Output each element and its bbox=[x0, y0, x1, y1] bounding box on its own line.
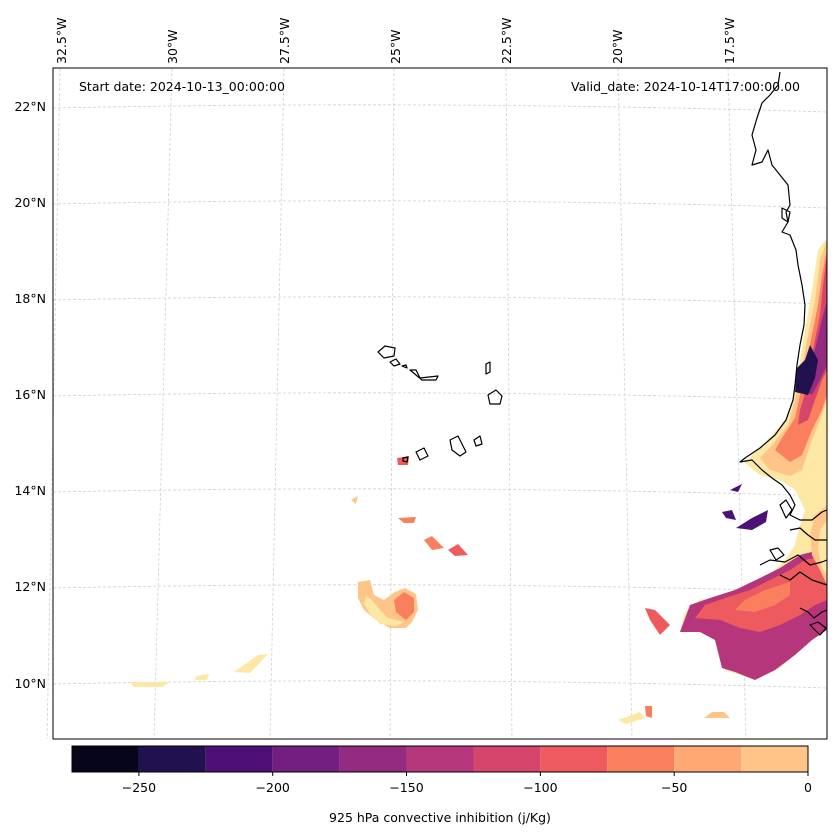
colorbar-tick-label: −50 bbox=[661, 780, 687, 795]
start-date-label: Start date: 2024-10-13_00:00:00 bbox=[79, 79, 285, 94]
island-sal bbox=[485, 361, 491, 375]
lon-gridline-30w bbox=[153, 67, 173, 740]
contour-south-3 bbox=[735, 582, 790, 612]
colorbar-tick-minus100: −100 bbox=[523, 772, 558, 795]
contour-patch-e3 bbox=[736, 510, 768, 530]
colorbar-segment bbox=[272, 746, 340, 772]
lat-gridline-20n bbox=[52, 200, 828, 209]
contour-patch-10 bbox=[195, 674, 209, 680]
colorbar-tick-0: 0 bbox=[804, 772, 812, 795]
contour-patch-e1 bbox=[730, 484, 742, 492]
colorbar-tick-label: −100 bbox=[523, 780, 557, 795]
lon-label-30w: 30°W bbox=[165, 29, 180, 64]
contour-patch-11 bbox=[234, 654, 268, 673]
lat-label-16n: 16°N bbox=[14, 387, 46, 402]
lon-gridline-25w bbox=[389, 67, 395, 740]
contour-patch-14 bbox=[704, 712, 730, 718]
coast-guinea bbox=[759, 554, 828, 566]
contour-patch-4 bbox=[424, 536, 444, 550]
lon-gridline-17-5w bbox=[727, 67, 747, 740]
colorbar-tick-label: −150 bbox=[389, 780, 423, 795]
coast-guinea-2 bbox=[779, 571, 828, 586]
map-border bbox=[52, 67, 828, 740]
latitude-labels: 22°N 20°N 18°N 16°N 14°N 12°N 10°N bbox=[14, 99, 46, 691]
lon-gridline-22-5w bbox=[505, 67, 513, 740]
lon-label-22-5w: 22.5°W bbox=[499, 18, 514, 64]
island-fogo bbox=[415, 447, 429, 461]
colorbar-label: 925 hPa convective inhibition (j/Kg) bbox=[329, 810, 551, 825]
coast-gambia bbox=[779, 499, 793, 519]
lon-gridline-27-5w bbox=[269, 67, 285, 740]
colorbar-segment bbox=[473, 746, 541, 772]
island-sao-nicolau bbox=[409, 369, 439, 381]
colorbar-tick-label: −250 bbox=[122, 780, 156, 795]
colorbar-segment bbox=[406, 746, 474, 772]
lon-gridline-20w bbox=[617, 67, 633, 740]
island-santa-luzia bbox=[401, 364, 408, 369]
colorbar bbox=[72, 746, 808, 772]
lon-label-27-5w: 27.5°W bbox=[277, 18, 292, 64]
lat-label-10n: 10°N bbox=[14, 676, 46, 691]
colorbar-segment bbox=[540, 746, 608, 772]
island-santiago bbox=[449, 435, 467, 457]
contour-patch-e2 bbox=[722, 510, 736, 520]
lat-gridline-12n bbox=[52, 584, 828, 593]
coast-guinea-bissau bbox=[789, 527, 827, 541]
lat-label-18n: 18°N bbox=[14, 291, 46, 306]
contour-band-5 bbox=[795, 345, 818, 395]
contour-patch-13 bbox=[645, 706, 652, 718]
coast-islands-bissagos bbox=[769, 547, 785, 561]
lat-gridline-22n bbox=[52, 104, 828, 113]
lat-gridline-18n bbox=[52, 296, 828, 305]
coast-sl-islands bbox=[809, 621, 827, 636]
lat-label-14n: 14°N bbox=[14, 483, 46, 498]
lat-label-12n: 12°N bbox=[14, 579, 46, 594]
valid-date-label: Valid_date: 2024-10-14T17:00:00.00 bbox=[571, 79, 800, 94]
contour-band-3 bbox=[798, 255, 827, 425]
lon-label-17-5w: 17.5°W bbox=[722, 18, 737, 64]
longitude-labels: 32.5°W 30°W 27.5°W 25°W 22.5°W 20°W 17.5… bbox=[54, 18, 737, 64]
colorbar-segment bbox=[72, 746, 139, 772]
colorbar-ticks: −250 −200 −150 −100 −50 0 bbox=[122, 772, 812, 795]
island-maio bbox=[473, 435, 483, 447]
colorbar-tick-label: 0 bbox=[804, 780, 812, 795]
island-santo-antao bbox=[377, 345, 396, 359]
lon-label-25w: 25°W bbox=[388, 29, 403, 64]
colorbar-border bbox=[71, 745, 809, 773]
contour-patch-3 bbox=[398, 517, 416, 523]
graticule bbox=[46, 67, 828, 740]
island-boa-vista bbox=[487, 389, 503, 405]
coastlines bbox=[377, 71, 828, 636]
coast-sierra-leone bbox=[799, 607, 828, 619]
colorbar-tick-minus150: −150 bbox=[389, 772, 424, 795]
lat-label-22n: 22°N bbox=[14, 99, 46, 114]
africa-coastline bbox=[739, 71, 828, 521]
colorbar-tick-minus200: −200 bbox=[256, 772, 290, 795]
lat-gridline-14n bbox=[52, 488, 828, 497]
contour-patch-9 bbox=[130, 682, 170, 687]
colorbar-segment bbox=[674, 746, 742, 772]
contour-band-2 bbox=[775, 250, 827, 462]
colorbar-tick-minus50: −50 bbox=[661, 772, 687, 795]
lon-label-20w: 20°W bbox=[610, 29, 625, 64]
contour-patch-12 bbox=[618, 712, 645, 724]
colorbar-tick-minus250: −250 bbox=[122, 772, 156, 795]
colorbar-segment bbox=[607, 746, 675, 772]
contour-patch-2 bbox=[351, 496, 358, 504]
coast-western-sahara-isl bbox=[781, 207, 791, 223]
contour-patch-8 bbox=[364, 596, 404, 626]
island-sao-vicente bbox=[389, 358, 401, 367]
colorbar-segment bbox=[741, 746, 808, 772]
colorbar-segment bbox=[205, 746, 273, 772]
lon-label-32-5w: 32.5°W bbox=[54, 18, 69, 64]
contour-patch-e4 bbox=[645, 608, 670, 635]
island-brava bbox=[402, 456, 409, 463]
contour-patch-5 bbox=[448, 544, 468, 556]
contour-patch-7 bbox=[394, 592, 414, 620]
colorbar-segment bbox=[339, 746, 407, 772]
lat-label-20n: 20°N bbox=[14, 195, 46, 210]
colorbar-tick-label: −200 bbox=[256, 780, 290, 795]
colorbar-segment bbox=[138, 746, 206, 772]
